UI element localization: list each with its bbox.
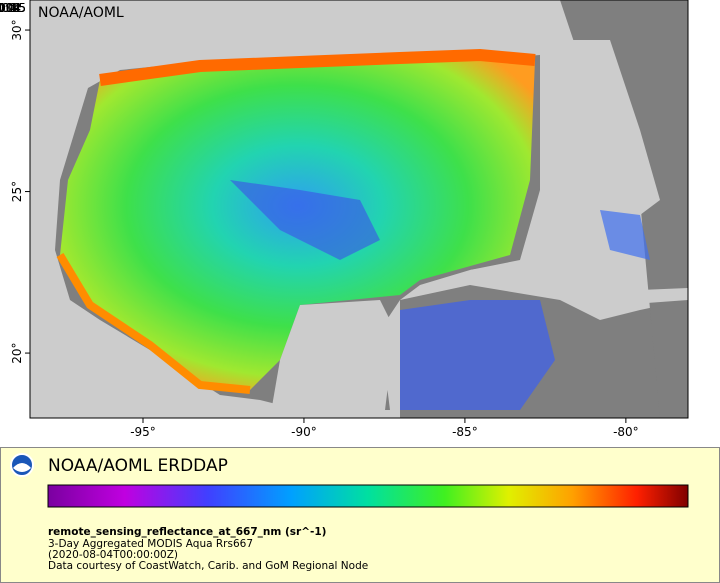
colorbar-tick-label: 0.0002 <box>0 1 21 15</box>
colorbar-tick-label: 0.01 <box>0 1 13 15</box>
y-tick-label: 30° <box>10 19 24 40</box>
colorbar-tick-label: 0.004 <box>0 1 17 15</box>
atlantic-no-data <box>560 0 688 418</box>
colorbar-tick-label: 0.002 <box>0 1 17 15</box>
colorbar-tick-label: 2x10^-5 <box>0 1 26 15</box>
legend-line: (2020-08-04T00:00:00Z) <box>48 549 178 561</box>
coastal-high <box>56 252 251 394</box>
variable-name: remote_sensing_reflectance_at_667_nm (sr… <box>48 526 326 538</box>
colorbar-tick-label: 4x10^-5 <box>0 1 26 15</box>
coastal-high <box>99 48 536 86</box>
colorbar-tick-label: 1x10^-5 <box>0 1 26 15</box>
low-patch <box>230 180 380 260</box>
colorbar-tick-label: 0.001 <box>0 1 17 15</box>
yucatan <box>270 300 395 418</box>
x-tick-label: -80° <box>613 425 639 439</box>
y-tick-label: 25° <box>10 181 24 202</box>
low-patch <box>400 300 555 410</box>
colorbar-tick-label: 0.0004 <box>0 1 21 15</box>
legend-line: Data courtesy of CoastWatch, Carib. and … <box>48 560 368 572</box>
x-tick-label: -85° <box>452 425 478 439</box>
legend-title: NOAA/AOML ERDDAP <box>48 456 228 476</box>
colorbar-tick-label: 0.0001 <box>0 1 21 15</box>
low-patch <box>600 210 650 260</box>
florida <box>560 40 660 215</box>
y-tick-label: 20° <box>10 342 24 363</box>
map-label: NOAA/AOML <box>38 5 124 21</box>
cuba <box>470 262 688 305</box>
x-tick-label: -90° <box>291 425 317 439</box>
map-frame <box>29 0 689 419</box>
noaa-logo-bird <box>13 463 31 472</box>
x-tick-label: -95° <box>130 425 156 439</box>
colorbar <box>47 484 689 508</box>
legend-line: 3-Day Aggregated MODIS Aqua Rrs667 <box>48 538 253 550</box>
